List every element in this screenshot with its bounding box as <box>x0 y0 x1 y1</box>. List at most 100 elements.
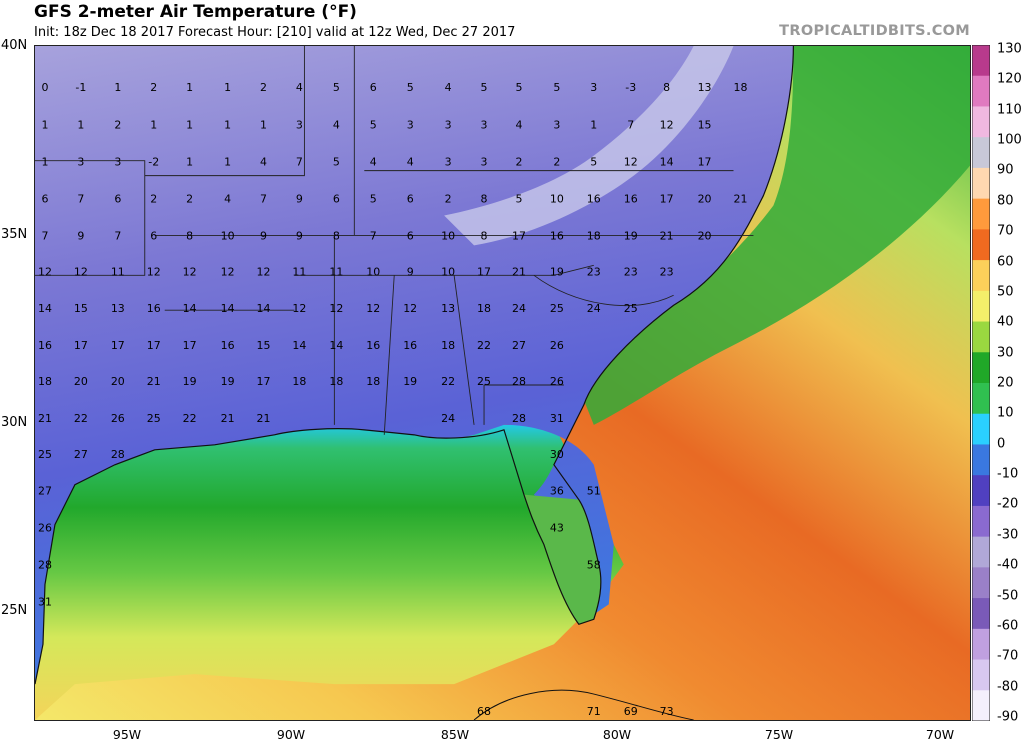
temperature-value: 7 <box>296 156 303 169</box>
temperature-value: 9 <box>296 193 303 206</box>
colorbar-step <box>972 383 990 415</box>
temperature-value: 19 <box>183 375 197 388</box>
temperature-value: 21 <box>512 265 526 278</box>
temperature-value: 16 <box>38 339 52 352</box>
temperature-value: 21 <box>221 412 235 425</box>
colorbar-step <box>972 137 990 169</box>
map-subtitle: Init: 18z Dec 18 2017 Forecast Hour: [21… <box>34 25 516 40</box>
temperature-value: 5 <box>515 193 522 206</box>
temperature-value: 8 <box>333 229 340 242</box>
temperature-value: 1 <box>186 81 193 94</box>
colorbar-step <box>972 505 990 538</box>
temperature-value: 30 <box>550 448 564 461</box>
colorbar-step <box>972 690 990 721</box>
temperature-value: 2 <box>150 81 157 94</box>
temperature-value: 26 <box>111 412 125 425</box>
temperature-value: 21 <box>38 412 52 425</box>
temperature-value: 3 <box>553 119 560 132</box>
temperature-value: 6 <box>370 81 377 94</box>
temperature-value: 4 <box>515 119 522 132</box>
temperature-value: 1 <box>590 119 597 132</box>
temperature-value: 4 <box>445 81 452 94</box>
temperature-value: 1 <box>224 156 231 169</box>
temperature-value: 18 <box>329 375 343 388</box>
temperature-value: 24 <box>441 412 455 425</box>
temperature-value: 1 <box>186 119 193 132</box>
temperature-value: 13 <box>111 302 125 315</box>
lon-label-85w: 85W <box>440 727 470 742</box>
temperature-value: 1 <box>41 156 48 169</box>
temperature-value: 2 <box>445 193 452 206</box>
temperature-value: 2 <box>186 193 193 206</box>
temperature-value: 31 <box>550 412 564 425</box>
temperature-value: 14 <box>183 302 197 315</box>
temperature-value: 6 <box>333 193 340 206</box>
colorbar-label: -60 <box>997 618 1019 634</box>
temperature-value: 2 <box>515 156 522 169</box>
temperature-value: 21 <box>734 193 748 206</box>
temperature-value: 15 <box>74 302 88 315</box>
colorbar-step <box>972 290 990 323</box>
colorbar-label: 50 <box>997 284 1014 300</box>
temperature-value: 18 <box>441 339 455 352</box>
temperature-value: 2 <box>260 81 267 94</box>
temperature-value: 22 <box>477 339 491 352</box>
temperature-value: 14 <box>329 339 343 352</box>
colorbar <box>972 45 990 721</box>
colorbar-label: 120 <box>997 71 1022 87</box>
temperature-value: 22 <box>183 412 197 425</box>
temperature-value: 19 <box>550 265 564 278</box>
colorbar-label: 100 <box>997 132 1022 148</box>
colorbar-step <box>972 413 990 445</box>
temperature-value: 3 <box>407 119 414 132</box>
florida-field <box>523 494 601 625</box>
temperature-value: 28 <box>512 375 526 388</box>
coastline <box>35 46 794 685</box>
temperature-value: 10 <box>441 265 455 278</box>
colorbar-label: 90 <box>997 162 1014 178</box>
temperature-value: 23 <box>587 265 601 278</box>
colorbar-step <box>972 352 990 384</box>
colorbar-step <box>972 536 990 568</box>
temperature-value: 3 <box>481 156 488 169</box>
colorbar-step <box>972 628 990 661</box>
temperature-value: 12 <box>74 265 88 278</box>
temperature-value: 7 <box>114 229 121 242</box>
colorbar-step <box>972 321 990 353</box>
colorbar-label: -50 <box>997 588 1019 604</box>
temperature-value: 16 <box>403 339 417 352</box>
temperature-value: 7 <box>627 119 634 132</box>
temperature-value: 21 <box>257 412 271 425</box>
colorbar-label: 20 <box>997 375 1014 391</box>
colorbar-step <box>972 198 990 230</box>
lon-label-80w: 80W <box>602 727 632 742</box>
temperature-value: 12 <box>329 302 343 315</box>
temperature-value: 16 <box>587 193 601 206</box>
temperature-value: 4 <box>224 193 231 206</box>
colorbar-label: 60 <box>997 254 1014 270</box>
temperature-value: 10 <box>441 229 455 242</box>
lat-label-30n: 30N <box>1 415 28 430</box>
temperature-value: 25 <box>624 302 638 315</box>
temperature-value: 25 <box>550 302 564 315</box>
temperature-value: 2 <box>150 193 157 206</box>
colorbar-label: -30 <box>997 527 1019 543</box>
temperature-value: 18 <box>477 302 491 315</box>
temperature-value: 16 <box>550 229 564 242</box>
temperature-value: 58 <box>587 558 601 571</box>
temperature-value: 22 <box>441 375 455 388</box>
temperature-value: 17 <box>512 229 526 242</box>
temperature-value: 11 <box>329 265 343 278</box>
temperature-value: 3 <box>114 156 121 169</box>
temperature-value: 3 <box>481 119 488 132</box>
lat-label-25n: 25N <box>1 603 28 618</box>
temperature-value: 0 <box>41 81 48 94</box>
temperature-value: 17 <box>477 265 491 278</box>
temperature-value: 9 <box>407 265 414 278</box>
colorbar-step <box>972 475 990 507</box>
temperature-value: 17 <box>147 339 161 352</box>
temperature-value: 1 <box>186 156 193 169</box>
temperature-value: 5 <box>333 156 340 169</box>
temperature-value: 3 <box>445 119 452 132</box>
temperature-value: 20 <box>698 193 712 206</box>
